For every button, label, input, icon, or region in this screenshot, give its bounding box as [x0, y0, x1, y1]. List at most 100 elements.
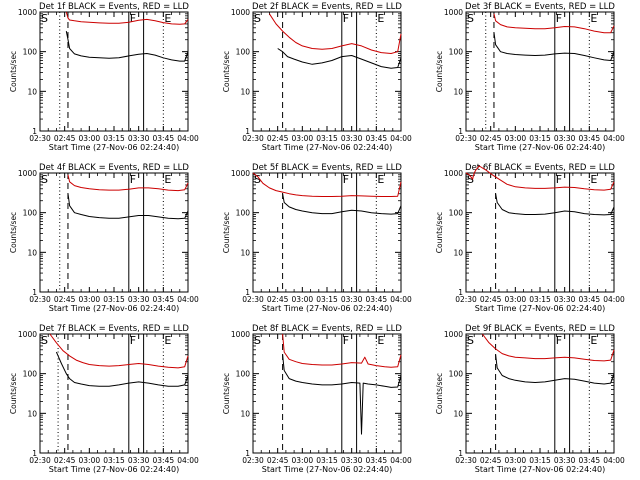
series-line	[55, 351, 189, 387]
x-tick-label: 04:00	[603, 295, 625, 304]
x-axis-label: Start Time (27-Nov-06 02:24:40)	[475, 143, 605, 152]
plot-title: Det 2f BLACK = Events, RED = LLD	[252, 2, 402, 12]
x-tick-label: 02:45	[54, 134, 76, 143]
y-tick-label: 10	[240, 409, 250, 418]
x-tick-label: 03:00	[79, 456, 101, 465]
x-tick-label: 03:15	[316, 134, 338, 143]
x-tick-label: 02:45	[480, 456, 502, 465]
x-axis-label: Start Time (27-Nov-06 02:24:40)	[49, 304, 179, 313]
y-tick-label: 100	[449, 48, 464, 57]
x-axis-label: Start Time (27-Nov-06 02:24:40)	[262, 304, 392, 313]
x-tick-label: 03:15	[529, 295, 551, 304]
x-axis-label: Start Time (27-Nov-06 02:24:40)	[475, 465, 605, 474]
marker-label: E	[377, 334, 384, 347]
marker-label: E	[590, 334, 597, 347]
marker-label: E	[377, 12, 384, 25]
marker-label: S	[467, 173, 474, 186]
x-tick-label: 04:00	[390, 295, 412, 304]
y-tick-label: 100	[236, 370, 251, 379]
y-tick-label: 1	[458, 449, 463, 458]
series-line	[49, 333, 189, 369]
series-line	[493, 32, 615, 61]
x-tick-label: 03:30	[341, 456, 363, 465]
marker-label: F	[343, 12, 349, 25]
y-tick-label: 100	[236, 209, 251, 218]
x-tick-label: 03:45	[366, 456, 388, 465]
y-tick-label: 1000	[444, 8, 463, 17]
x-tick-label: 02:30	[29, 295, 51, 304]
y-tick-label: 10	[240, 248, 250, 257]
series-line	[282, 354, 402, 435]
y-axis-label: Counts/sec	[9, 51, 18, 92]
x-tick-label: 02:45	[267, 295, 289, 304]
x-tick-label: 02:30	[455, 134, 477, 143]
x-axis-label: Start Time (27-Nov-06 02:24:40)	[262, 465, 392, 474]
x-tick-label: 03:15	[529, 456, 551, 465]
marker-label: S	[254, 334, 261, 347]
x-tick-label: 03:45	[366, 134, 388, 143]
x-tick-label: 03:00	[292, 295, 314, 304]
y-tick-label: 10	[27, 248, 37, 257]
x-tick-label: 03:30	[554, 456, 576, 465]
marker-label: E	[164, 334, 171, 347]
x-tick-label: 03:45	[579, 456, 601, 465]
series-line	[268, 13, 402, 54]
y-tick-label: 10	[453, 87, 463, 96]
series-line	[495, 354, 615, 385]
y-tick-label: 1000	[231, 330, 250, 339]
x-tick-label: 03:15	[103, 134, 125, 143]
series-line	[482, 333, 615, 362]
marker-label: S	[41, 334, 48, 347]
x-tick-label: 02:45	[480, 134, 502, 143]
marker-label: E	[164, 173, 171, 186]
x-tick-label: 03:30	[128, 456, 150, 465]
y-tick-label: 10	[27, 87, 37, 96]
y-axis-label: Counts/sec	[222, 212, 231, 253]
series-line	[252, 172, 402, 197]
x-tick-label: 02:30	[455, 456, 477, 465]
y-tick-label: 100	[449, 209, 464, 218]
y-tick-label: 1000	[18, 8, 37, 17]
plot-frame	[39, 172, 189, 293]
marker-label: S	[41, 12, 48, 25]
plot-frame	[252, 11, 402, 132]
y-tick-label: 1000	[231, 169, 250, 178]
marker-label: E	[590, 173, 597, 186]
y-axis-label: Counts/sec	[222, 51, 231, 92]
x-tick-label: 03:15	[316, 295, 338, 304]
marker-label: F	[130, 12, 136, 25]
y-tick-label: 1000	[18, 330, 37, 339]
x-axis-label: Start Time (27-Nov-06 02:24:40)	[49, 465, 179, 474]
x-tick-label: 02:45	[267, 134, 289, 143]
x-tick-label: 03:45	[579, 295, 601, 304]
x-tick-label: 03:00	[292, 456, 314, 465]
x-tick-label: 03:30	[341, 134, 363, 143]
marker-label: S	[467, 12, 474, 25]
x-tick-label: 02:30	[242, 295, 264, 304]
x-tick-label: 02:45	[480, 295, 502, 304]
x-tick-label: 02:30	[242, 134, 264, 143]
y-tick-label: 1	[245, 127, 250, 136]
y-tick-label: 10	[240, 87, 250, 96]
y-axis-label: Counts/sec	[435, 373, 444, 414]
x-tick-label: 03:15	[316, 456, 338, 465]
x-tick-label: 03:00	[505, 456, 527, 465]
plot-frame	[39, 11, 189, 132]
x-axis-label: Start Time (27-Nov-06 02:24:40)	[475, 304, 605, 313]
y-tick-label: 10	[453, 409, 463, 418]
x-tick-label: 02:45	[267, 456, 289, 465]
marker-label: F	[556, 173, 562, 186]
y-tick-label: 1	[245, 288, 250, 297]
series-line	[282, 193, 402, 215]
marker-label: F	[343, 173, 349, 186]
detector-plot: Det 1f BLACK = Events, RED = LLD 1 10 100 10…	[9, 2, 199, 152]
y-tick-label: 1	[32, 127, 37, 136]
x-tick-label: 02:45	[54, 295, 76, 304]
x-tick-label: 04:00	[177, 456, 199, 465]
y-axis-label: Counts/sec	[9, 212, 18, 253]
plot-title: Det 9f BLACK = Events, RED = LLD	[465, 324, 615, 334]
y-tick-label: 1000	[231, 8, 250, 17]
marker-label: F	[556, 12, 562, 25]
y-axis-label: Counts/sec	[435, 51, 444, 92]
marker-label: E	[164, 12, 171, 25]
